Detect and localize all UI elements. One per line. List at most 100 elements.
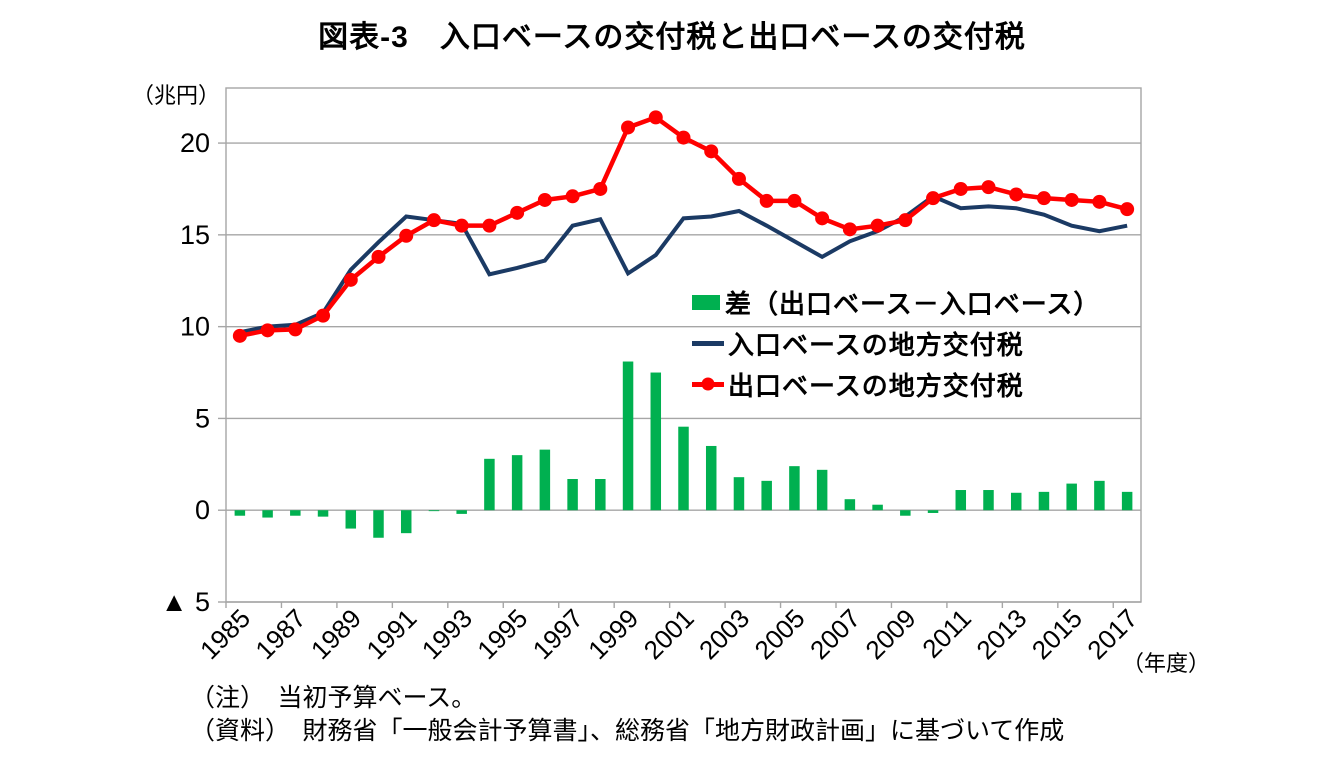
bar-2014 (1038, 491, 1050, 511)
exit-base-marker-2012 (981, 180, 996, 195)
bar-2009 (900, 510, 911, 516)
bar-2011 (955, 490, 967, 511)
bar-2017 (1121, 491, 1133, 511)
source-line: （資料） 財務省「一般会計予算書」、総務省「地方財政計画」に基づいて作成 (190, 718, 1065, 745)
x-axis-unit-label: （年度） (1122, 651, 1211, 676)
exit-base-marker-2010 (926, 191, 941, 206)
bar-2008 (872, 504, 883, 511)
x-tick-label: 2009 (859, 603, 921, 665)
bar-2015 (1066, 483, 1077, 511)
bar-2012 (983, 490, 994, 511)
legend-label-exit: 出口ベースの地方交付税 (728, 370, 1024, 401)
x-tick-label: 1993 (416, 603, 478, 665)
bar-1986 (262, 510, 273, 518)
bar-2003 (733, 477, 745, 511)
y-tick-label: 20 (180, 128, 210, 158)
x-tick-label: 2013 (970, 603, 1032, 665)
exit-base-marker-1987 (288, 322, 303, 337)
bar-2006 (816, 469, 828, 511)
exit-base-marker-1995 (510, 205, 525, 220)
bar-1999 (622, 361, 634, 511)
legend-label-diff: 差（出口ベース－入口ベース） (725, 288, 1101, 319)
exit-base-marker-1991 (399, 228, 414, 243)
legend-label-entrance: 入口ベースの地方交付税 (728, 329, 1024, 360)
exit-base-marker-1999 (621, 120, 636, 135)
x-tick-label: 1997 (527, 603, 589, 665)
bar-1992 (428, 510, 440, 512)
exit-base-marker-2001 (676, 130, 691, 145)
bar-2001 (678, 426, 689, 511)
exit-base-marker-1988 (316, 308, 331, 323)
bar-1991 (400, 510, 412, 534)
exit-base-marker-1994 (482, 218, 497, 233)
note-line: （注） 当初予算ベース。 (190, 685, 477, 712)
y-tick-label: ▲ 5 (161, 587, 210, 617)
legend-item-exit-base: 出口ベースの地方交付税 (692, 370, 1100, 401)
legend-swatch-exit-line (692, 377, 724, 391)
y-tick-label: 5 (195, 403, 210, 433)
exit-base-marker-1997 (565, 189, 580, 204)
x-tick-label: 1991 (360, 603, 422, 665)
bar-2016 (1094, 480, 1105, 511)
chart-legend: 差（出口ベース－入口ベース） 入口ベースの地方交付税 出口ベースの地方交付税 (692, 288, 1100, 411)
x-tick-label: 1999 (582, 603, 644, 665)
exit-base-marker-2005 (787, 193, 802, 208)
exit-base-marker-1998 (593, 181, 608, 196)
bar-1997 (567, 479, 578, 511)
bar-1990 (373, 510, 384, 538)
x-tick-label: 1989 (305, 603, 367, 665)
chart-title: 図表-3 入口ベースの交付税と出口ベースの交付税 (318, 21, 1026, 54)
exit-base-marker-2017 (1120, 202, 1135, 217)
exit-base-marker-1989 (343, 272, 358, 287)
x-tick-label: 2015 (1026, 603, 1088, 665)
exit-base-marker-2004 (759, 193, 774, 208)
exit-base-marker-2016 (1092, 194, 1107, 209)
legend-swatch-entrance-line (692, 340, 724, 346)
bar-1996 (539, 449, 551, 511)
bar-1988 (317, 510, 329, 517)
x-tick-label: 2007 (804, 603, 866, 665)
legend-item-diff: 差（出口ベース－入口ベース） (692, 288, 1100, 319)
legend-swatch-bar (692, 294, 720, 310)
exit-base-marker-2013 (1009, 187, 1024, 202)
bar-2004 (761, 480, 772, 511)
exit-base-marker-1986 (260, 323, 275, 338)
bar-2013 (1010, 492, 1022, 511)
exit-base-marker-2000 (648, 110, 663, 125)
y-axis-unit-label: （兆円） (132, 83, 221, 108)
x-tick-label: 2011 (916, 603, 977, 664)
bar-2010 (927, 510, 939, 513)
exit-base-marker-2009 (898, 213, 913, 228)
chart-notes: （注） 当初予算ベース。 （資料） 財務省「一般会計予算書」、総務省「地方財政計… (190, 682, 1064, 748)
entrance-base-line (239, 194, 1128, 335)
bar-1989 (345, 510, 357, 529)
bar-1995 (511, 455, 523, 511)
exit-base-marker-1993 (454, 218, 469, 233)
exit-base-marker-2003 (731, 171, 746, 186)
exit-base-marker-2014 (1036, 191, 1051, 206)
exit-base-marker-2011 (953, 181, 968, 196)
exit-base-marker-1990 (371, 249, 386, 264)
exit-base-marker-2015 (1064, 192, 1079, 207)
x-tick-label: 1995 (471, 603, 533, 665)
bar-2002 (705, 445, 717, 511)
exit-base-marker-2006 (815, 211, 830, 226)
y-tick-label: 10 (180, 312, 210, 342)
legend-item-entrance-base: 入口ベースの地方交付税 (692, 329, 1100, 360)
bar-1994 (484, 458, 495, 511)
exit-base-marker-2002 (704, 144, 719, 159)
legend-swatch-exit-marker (701, 377, 715, 391)
x-tick-label: 2003 (693, 603, 755, 665)
bar-1987 (290, 510, 301, 516)
bar-2005 (789, 466, 800, 511)
x-tick-label: 2001 (638, 603, 700, 665)
x-tick-label: 2005 (749, 603, 811, 665)
bar-1993 (456, 510, 467, 514)
x-tick-label: 1987 (249, 603, 311, 665)
bar-2000 (650, 372, 662, 511)
exit-base-marker-1992 (426, 213, 441, 228)
exit-base-marker-2008 (870, 218, 885, 233)
bar-1998 (595, 479, 606, 511)
